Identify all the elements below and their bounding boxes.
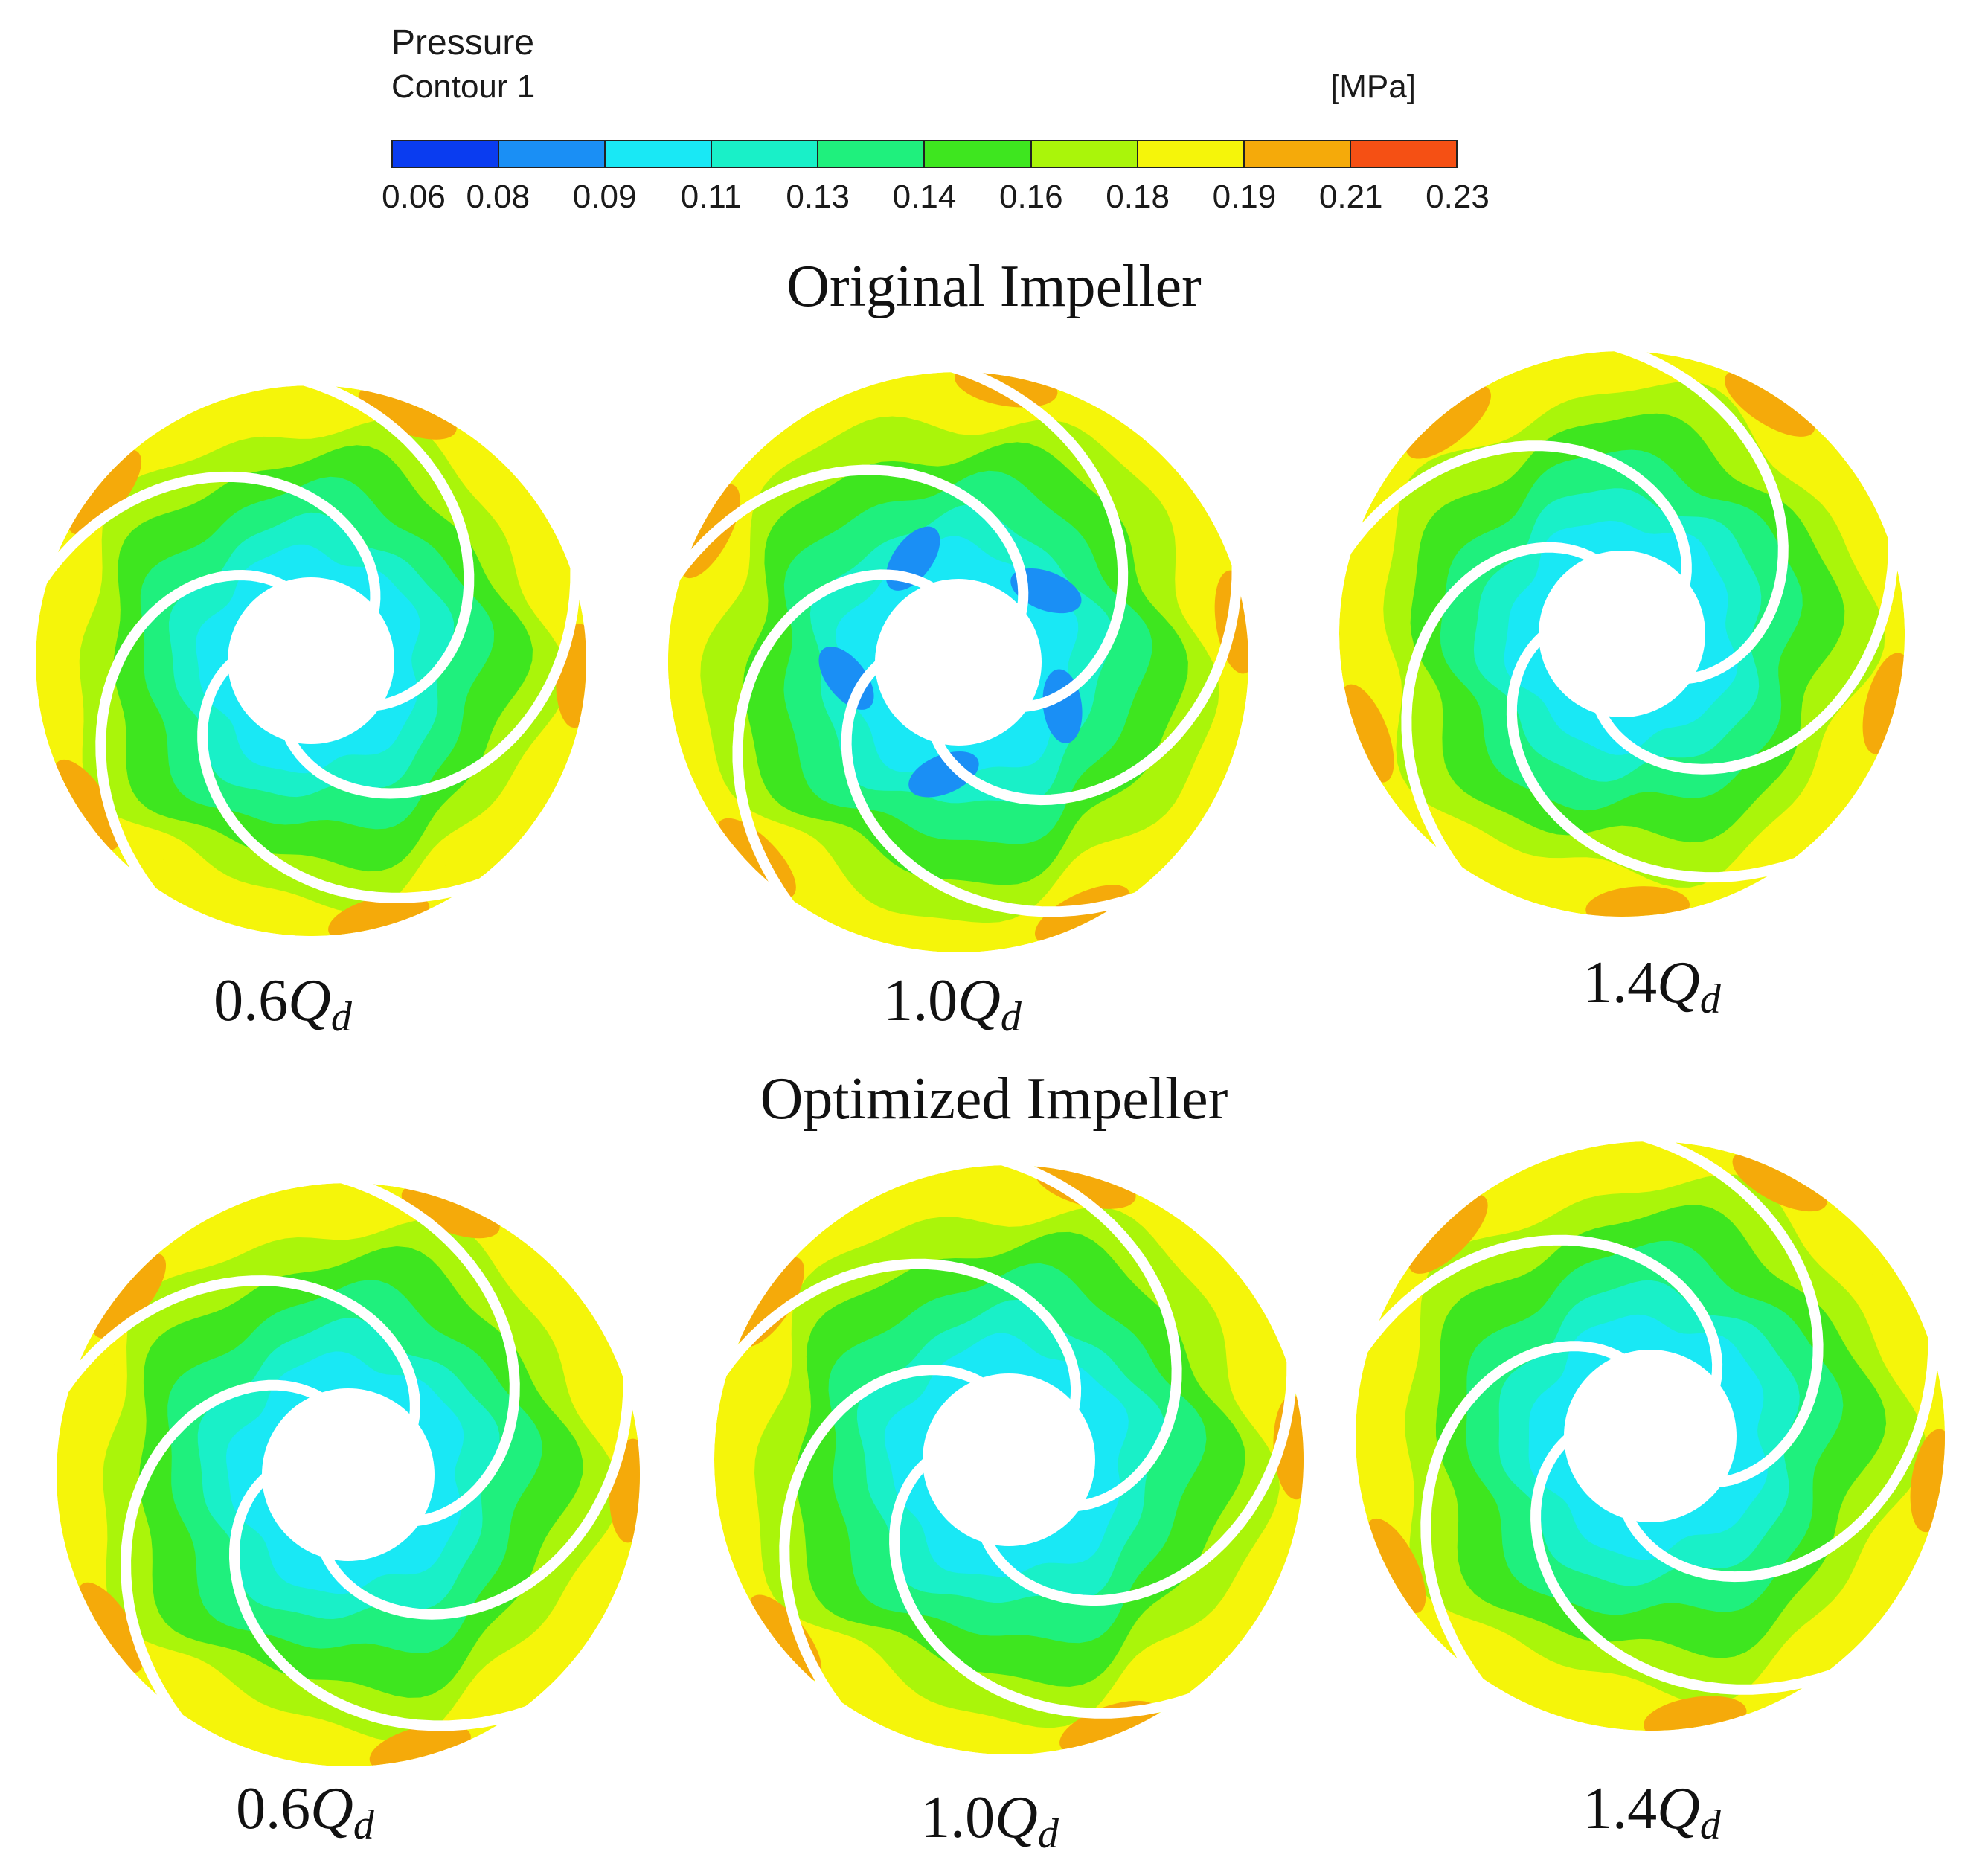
impeller-svg — [1356, 1134, 1945, 1731]
colorbar-tick-label: 0.21 — [1318, 179, 1383, 215]
rim-high-pressure-spot — [1405, 385, 1491, 459]
impeller-blade — [732, 569, 937, 912]
caption-optimized-0.6qd: 0.6Qd — [236, 1776, 374, 1848]
rim-high-pressure-spot — [92, 1253, 167, 1339]
legend-title: Pressure — [391, 23, 535, 62]
colorbar-tick-label: 0.11 — [680, 179, 743, 215]
impeller-blade — [228, 1472, 536, 1731]
colorbar-tick-label: 0.14 — [892, 179, 957, 215]
impeller-blade — [57, 1275, 420, 1430]
rim-high-pressure-spot — [401, 1184, 500, 1239]
original-impeller-0.6qd-contour — [28, 378, 594, 943]
colorbar-swatch-8 — [1244, 141, 1351, 167]
impeller-blade — [1594, 531, 1899, 775]
impeller-blade — [1621, 1330, 1939, 1583]
colorbar-tick-label: 0.09 — [572, 179, 637, 215]
rim-high-pressure-spot — [748, 1594, 822, 1681]
impeller-svg — [668, 365, 1248, 952]
colorbar-tick-label: 0.13 — [786, 179, 850, 215]
caption-original-1.0qd: 1.0Qd — [883, 968, 1022, 1040]
hub-low-pressure-spot — [908, 751, 979, 798]
pressure-colorbar — [391, 140, 1458, 168]
rim-high-pressure-spot — [68, 449, 142, 535]
rim-high-pressure-spot — [77, 1582, 144, 1673]
rim-high-pressure-spot — [737, 1257, 804, 1347]
impeller-blade — [1401, 542, 1601, 878]
hub-low-pressure-spot — [1010, 568, 1082, 614]
colorbar-swatch-9 — [1350, 141, 1456, 167]
impeller-blade — [283, 560, 581, 799]
impeller-blade — [1636, 1134, 1824, 1488]
impeller-blade — [334, 1176, 520, 1527]
impeller-hub — [228, 577, 394, 744]
optimized-impeller-1.0qd-contour — [707, 1158, 1311, 1762]
rim-high-pressure-spot — [1725, 370, 1815, 437]
impeller-hub — [1539, 551, 1705, 717]
colorbar-swatch-4 — [818, 141, 926, 167]
colorbar-swatch-5 — [925, 141, 1032, 167]
original-impeller-1.0qd-contour — [661, 365, 1256, 960]
impeller-blade — [95, 569, 290, 898]
colorbar-tick-label: 0.19 — [1212, 179, 1277, 215]
colorbar-tick-label: 0.08 — [466, 179, 530, 215]
colorbar-tick-label: 0.16 — [998, 179, 1063, 215]
rim-high-pressure-spot — [358, 385, 457, 440]
impeller-blade — [889, 1457, 1198, 1719]
impeller-blade — [841, 659, 1145, 917]
impeller-svg — [1339, 344, 1905, 917]
impeller-hub — [1564, 1350, 1737, 1522]
colorbar-tick-label: 0.23 — [1426, 179, 1490, 215]
impeller-hub — [923, 1373, 1095, 1546]
impeller-blade — [121, 1379, 326, 1726]
colorbar-swatch-1 — [499, 141, 606, 167]
rim-high-pressure-spot — [54, 759, 121, 850]
impeller-blade — [1340, 440, 1692, 591]
rim-high-pressure-spot — [1365, 1518, 1426, 1614]
impeller-svg — [36, 378, 586, 936]
impeller-blade — [669, 464, 1029, 619]
legend-unit: [MPa] — [1330, 68, 1416, 105]
impeller-blade — [1608, 344, 1789, 685]
colorbar-tick-label: 0.18 — [1106, 179, 1170, 215]
optimized-impeller-0.6qd-contour — [49, 1176, 647, 1774]
original-impeller-1.4qd-contour — [1332, 344, 1912, 924]
rim-high-pressure-spot — [1585, 886, 1690, 917]
impeller-blade — [1530, 1433, 1839, 1695]
impeller-hub — [262, 1388, 435, 1561]
legend-subtitle: Contour 1 — [391, 68, 536, 105]
impeller-svg — [57, 1176, 640, 1766]
impeller-blade — [944, 365, 1129, 713]
colorbar-swatch-7 — [1138, 141, 1245, 167]
caption-original-0.6qd: 0.6Qd — [214, 968, 352, 1040]
section-title-original: Original Impeller — [786, 254, 1202, 319]
colorbar-tick-label: 0.06 — [382, 179, 446, 215]
impeller-blade — [197, 658, 488, 903]
section-title-optimized: Optimized Impeller — [760, 1066, 1228, 1132]
impeller-blade — [1506, 631, 1803, 883]
impeller-blade — [980, 1353, 1298, 1606]
impeller-blade — [931, 557, 1242, 806]
colorbar-swatch-3 — [712, 141, 819, 167]
impeller-blade — [1356, 1234, 1723, 1391]
impeller-svg — [714, 1158, 1304, 1754]
optimized-impeller-1.4qd-contour — [1348, 1134, 1952, 1738]
impeller-blade — [298, 378, 475, 711]
colorbar-swatch-6 — [1031, 141, 1138, 167]
colorbar-swatch-2 — [606, 141, 713, 167]
caption-original-1.4qd: 1.4Qd — [1583, 950, 1721, 1022]
colorbar-swatch-0 — [393, 141, 500, 167]
impeller-blade — [1420, 1341, 1628, 1690]
rim-high-pressure-spot — [1408, 1194, 1488, 1274]
caption-optimized-1.4qd: 1.4Qd — [1583, 1776, 1721, 1848]
impeller-blade — [995, 1158, 1182, 1512]
rim-high-pressure-spot — [1732, 1151, 1827, 1212]
impeller-blade — [319, 1369, 634, 1620]
impeller-blade — [36, 471, 381, 618]
impeller-blade — [715, 1258, 1082, 1415]
impeller-blade — [779, 1365, 987, 1714]
rim-high-pressure-spot — [1339, 684, 1394, 783]
caption-optimized-1.0qd: 1.0Qd — [920, 1785, 1059, 1857]
impeller-hub — [875, 579, 1042, 746]
